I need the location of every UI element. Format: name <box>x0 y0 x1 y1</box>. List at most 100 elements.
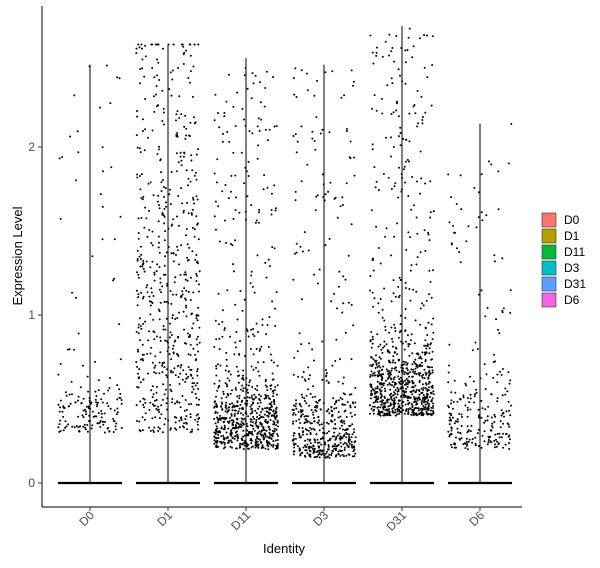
data-point <box>224 404 227 407</box>
data-point <box>107 389 110 392</box>
data-point <box>271 429 274 432</box>
data-point <box>399 144 402 147</box>
data-point <box>79 425 82 428</box>
data-point <box>399 74 401 77</box>
data-point <box>263 397 266 400</box>
data-point <box>241 399 244 402</box>
data-point <box>404 281 407 284</box>
data-point <box>403 396 405 399</box>
data-point <box>258 405 261 408</box>
data-point <box>397 390 400 392</box>
data-point <box>157 308 160 311</box>
data-point <box>196 335 199 338</box>
y-tick-label: 2 <box>28 140 35 154</box>
data-point <box>299 422 302 424</box>
data-point <box>424 371 427 374</box>
data-point <box>371 405 374 408</box>
data-point <box>430 358 433 361</box>
data-point <box>258 208 261 211</box>
data-point <box>414 319 417 322</box>
data-point <box>415 403 418 406</box>
data-point <box>496 432 499 435</box>
data-point <box>419 398 421 401</box>
data-point <box>393 367 396 370</box>
data-point <box>370 346 373 349</box>
data-point <box>241 424 244 427</box>
data-point <box>171 317 174 319</box>
data-point <box>429 413 432 416</box>
data-point <box>465 384 468 387</box>
data-point <box>142 195 145 198</box>
data-point <box>508 442 510 444</box>
data-point <box>427 399 430 402</box>
data-point <box>213 435 216 438</box>
data-point <box>309 426 312 429</box>
data-point <box>242 448 245 450</box>
data-point <box>427 412 430 415</box>
data-point <box>371 148 374 151</box>
data-point <box>251 411 254 414</box>
data-point <box>191 428 194 431</box>
data-point <box>154 355 157 358</box>
data-point <box>247 391 249 394</box>
data-point <box>264 435 267 437</box>
data-point <box>237 381 240 384</box>
data-point <box>257 407 260 410</box>
data-point <box>270 401 273 404</box>
data-point <box>394 414 397 417</box>
data-point <box>370 356 373 359</box>
data-point <box>388 398 391 401</box>
data-point <box>334 196 337 199</box>
data-point <box>222 393 225 395</box>
data-point <box>423 229 426 232</box>
data-point <box>218 385 220 387</box>
data-point <box>162 383 165 386</box>
data-point <box>271 378 274 381</box>
data-point <box>354 452 357 455</box>
data-point <box>429 211 432 214</box>
data-point <box>136 271 138 274</box>
data-point <box>146 235 149 238</box>
data-point <box>292 434 295 437</box>
data-point <box>174 276 177 279</box>
data-point <box>187 212 190 215</box>
data-point <box>419 355 422 358</box>
data-point <box>421 364 424 367</box>
data-point <box>233 409 236 412</box>
data-point <box>101 420 104 423</box>
data-point <box>150 43 153 46</box>
data-point <box>372 388 375 391</box>
data-point <box>187 77 190 79</box>
data-point <box>138 46 141 49</box>
data-point <box>170 369 173 372</box>
data-point <box>222 434 225 437</box>
data-point <box>236 417 238 420</box>
data-point <box>87 390 90 393</box>
data-point <box>300 411 303 414</box>
data-point <box>425 412 428 415</box>
data-point <box>164 328 167 331</box>
data-point <box>221 190 224 193</box>
data-point <box>308 455 311 457</box>
data-point <box>432 317 435 320</box>
data-point <box>255 348 258 350</box>
data-point <box>295 242 298 245</box>
data-point <box>396 413 398 416</box>
data-point <box>221 309 224 312</box>
data-point <box>348 437 350 440</box>
data-point <box>371 338 374 341</box>
data-point <box>217 434 220 436</box>
data-point <box>382 414 385 417</box>
data-point <box>257 443 260 446</box>
data-point <box>153 279 156 282</box>
data-point <box>223 441 226 444</box>
data-point <box>494 360 497 363</box>
data-point <box>142 297 144 300</box>
data-point <box>346 433 349 436</box>
data-point <box>307 429 310 432</box>
data-point <box>153 331 156 334</box>
data-point <box>345 442 348 445</box>
data-point <box>176 401 179 404</box>
data-point <box>253 291 256 294</box>
data-point <box>397 336 400 339</box>
